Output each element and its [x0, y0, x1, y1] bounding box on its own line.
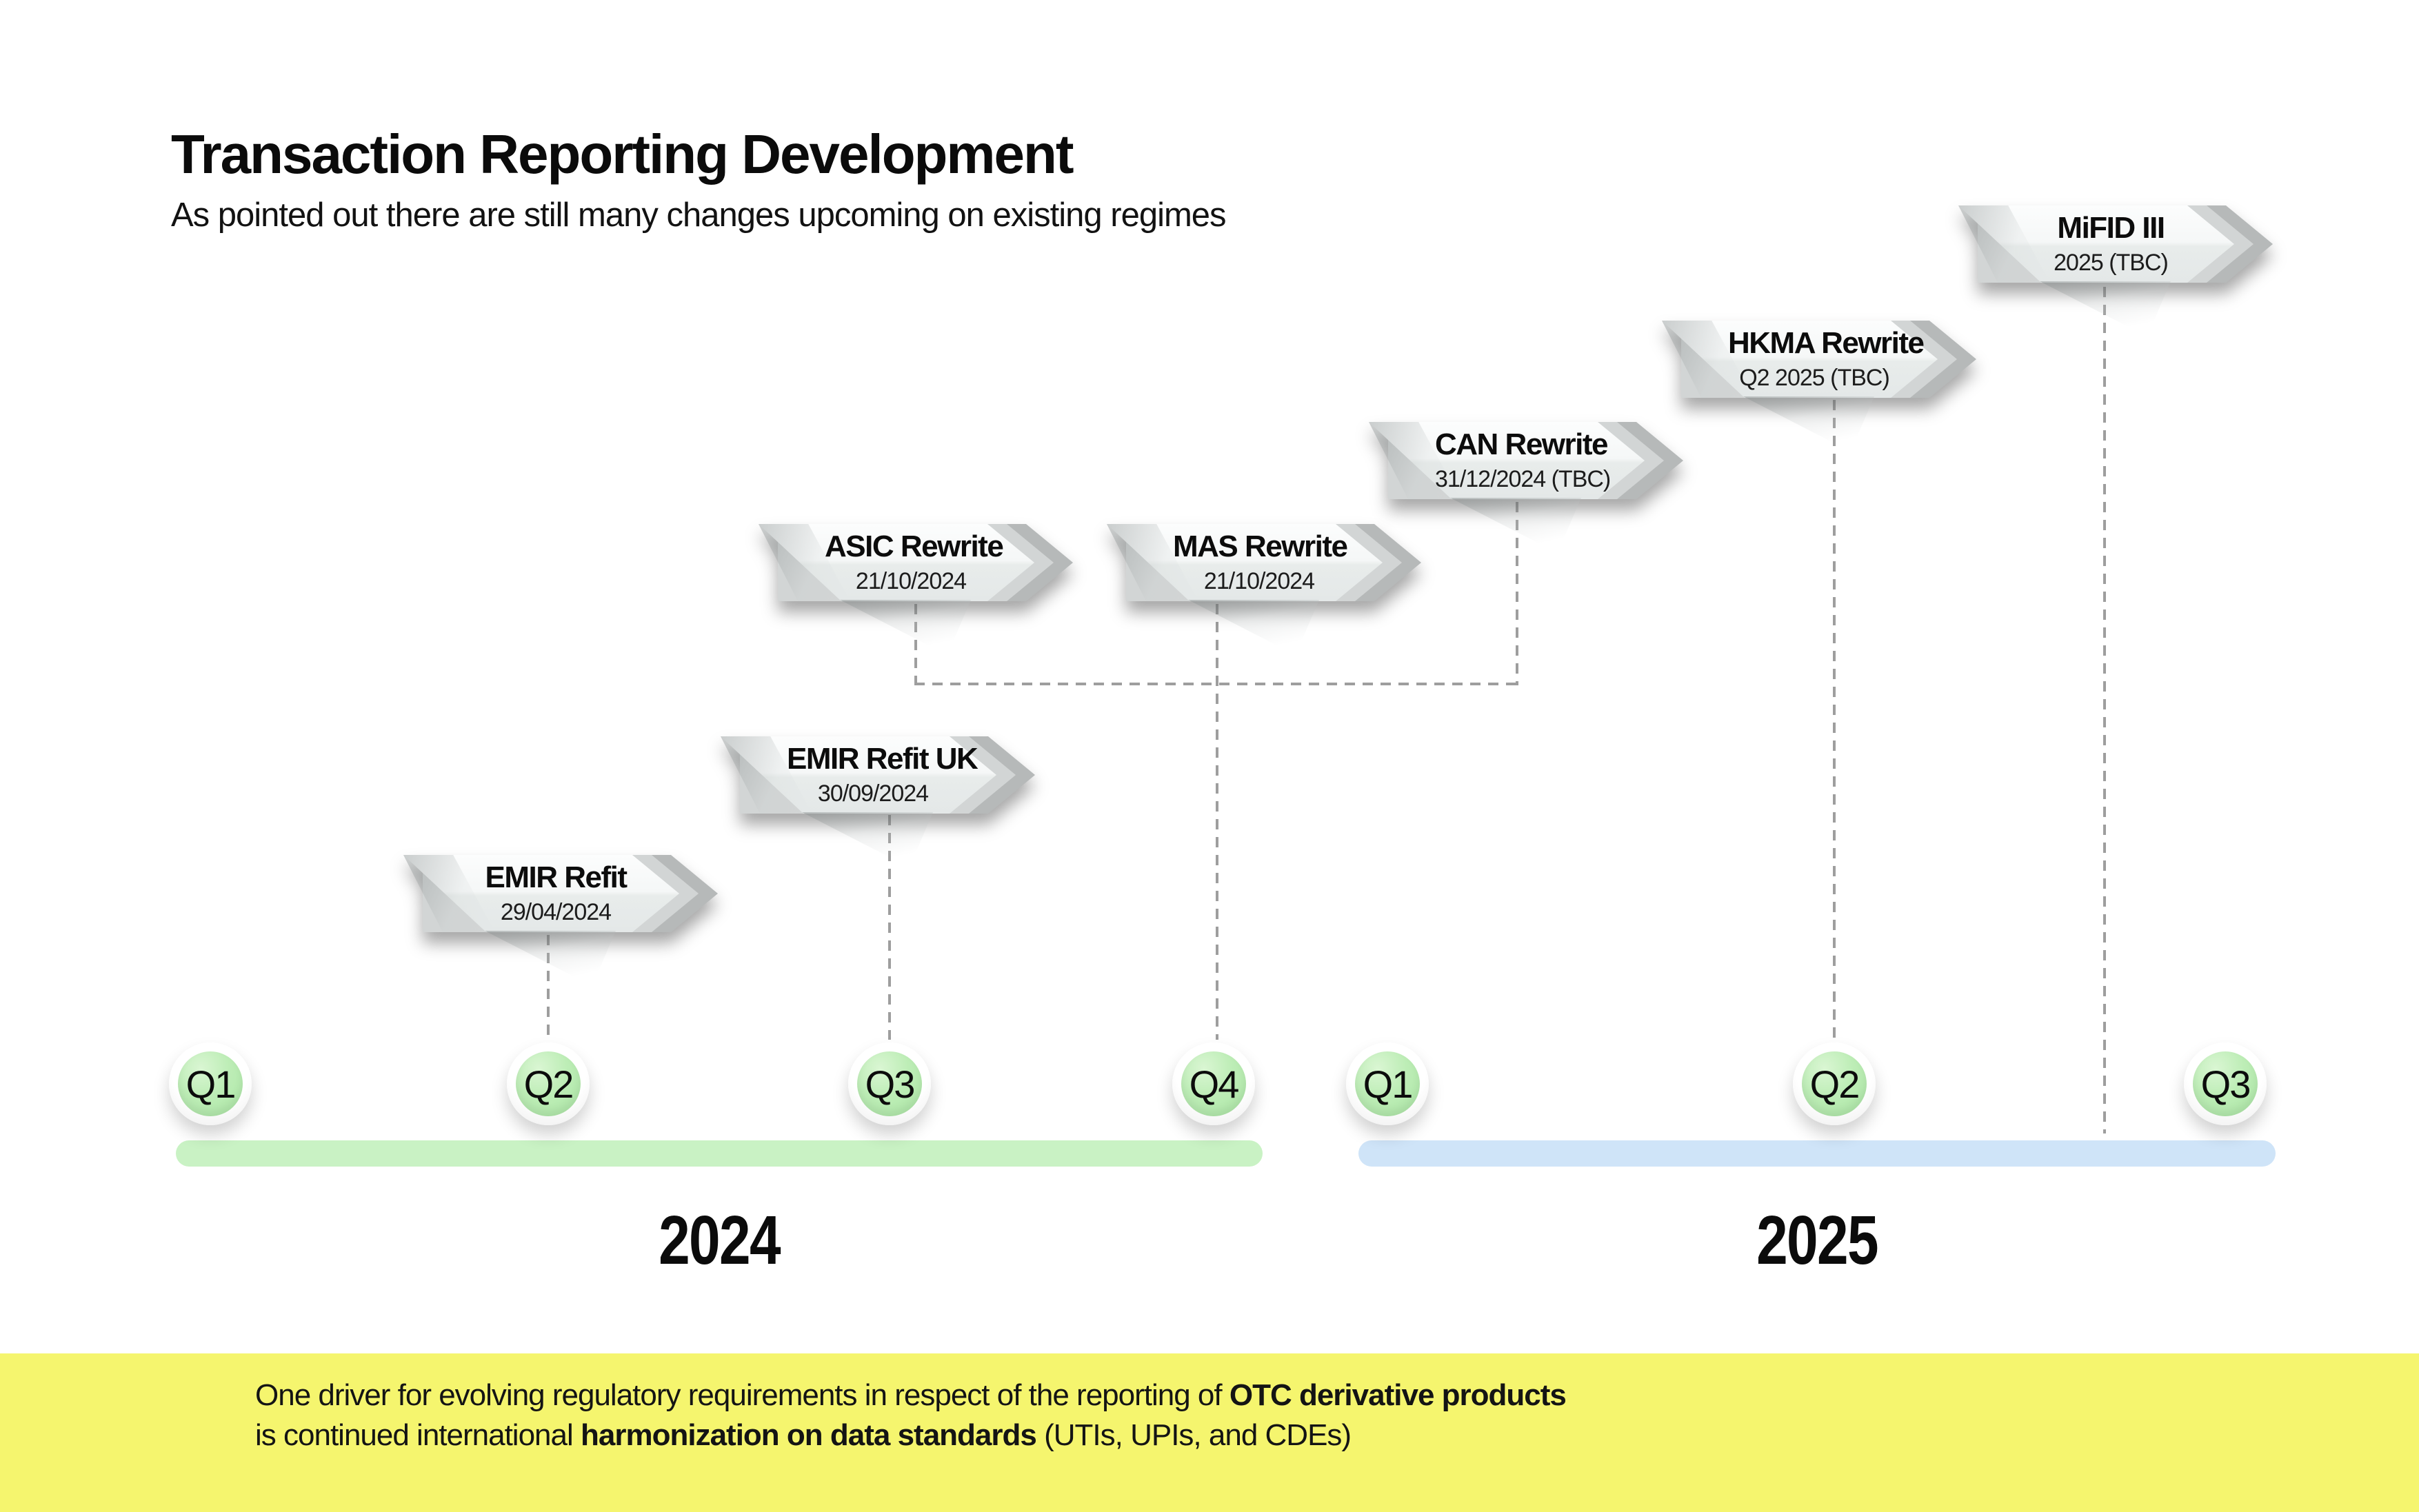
connector-can-rewrite	[1516, 502, 1518, 685]
banner-ribbon	[1369, 422, 1700, 499]
milestone-date: 2025 (TBC)	[2054, 250, 2169, 276]
milestone-title: HKMA Rewrite	[1728, 326, 1925, 360]
milestone-title: CAN Rewrite	[1435, 427, 1609, 461]
quarter-label: Q3	[865, 1062, 916, 1106]
connector-emir-refit-uk	[888, 815, 891, 1040]
banner-ribbon	[1958, 205, 2289, 283]
quarter-marker-q2-2025: Q2	[1793, 1042, 1876, 1125]
quarter-label: Q1	[1363, 1062, 1414, 1106]
milestone-banner-emir-refit-uk: EMIR Refit UK 30/09/2024	[721, 736, 1052, 867]
milestone-date: 30/09/2024	[817, 780, 929, 807]
milestone-date: 21/10/2024	[1203, 568, 1315, 594]
connector-mifid-iii	[2103, 287, 2106, 1133]
connector-asic-rewrite	[914, 604, 917, 685]
footer-line1-bold: OTC derivative products	[1229, 1378, 1567, 1412]
banner-fold-shadow	[1743, 396, 1874, 452]
quarter-label: Q2	[523, 1062, 574, 1106]
footer-line2-post: (UTIs, UPIs, and CDEs)	[1036, 1418, 1352, 1452]
footer-banner: One driver for evolving regulatory requi…	[0, 1353, 2419, 1512]
year-label-2024: 2024	[659, 1202, 781, 1279]
quarter-marker-q1-2025: Q1	[1346, 1042, 1429, 1125]
quarter-marker-q4-2024: Q4	[1172, 1042, 1255, 1125]
page-title: Transaction Reporting Development	[171, 123, 1074, 185]
milestone-title: MiFID III	[2057, 211, 2165, 245]
connector-emir-refit	[547, 935, 550, 1040]
quarter-marker-q3-2025: Q3	[2184, 1042, 2267, 1125]
footer-line2-pre: is continued international	[255, 1418, 581, 1452]
milestone-banner-asic-rewrite: ASIC Rewrite 21/10/2024	[759, 524, 1090, 655]
footer-line1-normal: One driver for evolving regulatory requi…	[255, 1378, 1229, 1412]
milestone-banner-mifid-iii: MiFID III 2025 (TBC)	[1958, 205, 2289, 336]
connector-hkma-rewrite	[1833, 400, 1836, 1040]
quarter-marker-q1-2024: Q1	[169, 1042, 252, 1125]
milestone-date: 31/12/2024 (TBC)	[1435, 466, 1611, 492]
milestone-date: Q2 2025 (TBC)	[1739, 365, 1890, 391]
quarter-label: Q1	[185, 1062, 237, 1106]
milestone-banner-emir-refit: EMIR Refit 29/04/2024	[403, 855, 734, 986]
connector-q4-group	[914, 683, 1517, 685]
milestone-banner-hkma-rewrite: HKMA Rewrite Q2 2025 (TBC)	[1662, 321, 1993, 452]
footer-text: One driver for evolving regulatory requi…	[255, 1375, 1567, 1455]
footer-line2-bold: harmonization on data standards	[581, 1418, 1037, 1452]
banner-ribbon	[759, 524, 1090, 601]
milestone-title: ASIC Rewrite	[825, 530, 1004, 563]
milestone-title: EMIR Refit	[485, 860, 628, 894]
milestone-title: EMIR Refit UK	[787, 742, 978, 776]
milestone-title: MAS Rewrite	[1173, 530, 1348, 563]
banner-fold-shadow	[485, 931, 616, 986]
quarter-label: Q4	[1189, 1062, 1240, 1106]
header: Transaction Reporting Development As poi…	[171, 123, 1227, 234]
quarter-marker-q3-2024: Q3	[848, 1042, 931, 1125]
milestone-banner-mas-rewrite: MAS Rewrite 21/10/2024	[1107, 524, 1438, 655]
page-subtitle: As pointed out there are still many chan…	[171, 196, 1227, 234]
banner-fold-shadow	[802, 812, 933, 867]
banner-fold-shadow	[840, 600, 971, 655]
milestone-date: 21/10/2024	[855, 568, 967, 594]
year-label-2025: 2025	[1756, 1202, 1879, 1279]
banner-fold-shadow	[1188, 600, 1319, 655]
connector-mas-rewrite	[1216, 604, 1218, 1040]
year-bar-2024	[176, 1140, 1263, 1167]
year-bar-2025	[1358, 1140, 2276, 1167]
milestone-banner-can-rewrite: CAN Rewrite 31/12/2024 (TBC)	[1369, 422, 1700, 553]
quarter-marker-q2-2024: Q2	[507, 1042, 590, 1125]
quarter-label: Q2	[1809, 1062, 1860, 1106]
quarter-label: Q3	[2200, 1062, 2251, 1106]
milestone-date: 29/04/2024	[500, 899, 612, 925]
